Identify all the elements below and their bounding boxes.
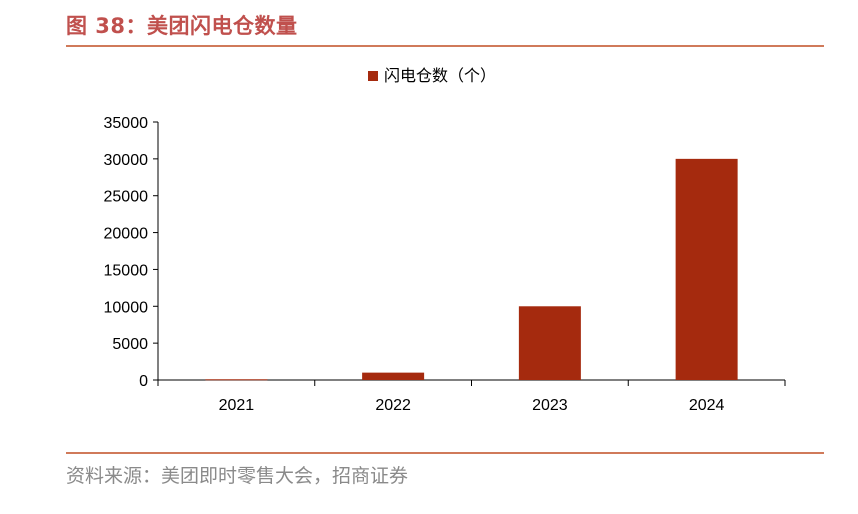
y-tick-label: 0 [139,373,148,390]
x-tick-label: 2021 [219,397,255,414]
legend-label: 闪电仓数（个） [384,67,496,85]
legend-swatch [368,71,378,81]
bar-2021 [205,379,268,381]
y-tick-label: 15000 [104,262,149,279]
bars [205,158,738,381]
y-tick-label: 10000 [104,299,149,316]
legend: 闪电仓数（个） [368,67,496,85]
y-tick-label: 25000 [104,189,149,206]
y-tick-label: 35000 [104,115,149,132]
bar-2022 [362,372,425,380]
y-axis: 0 5000 10000 15000 20000 25000 30000 35000 [104,115,159,390]
y-tick-label: 5000 [112,336,148,353]
x-tick-label: 2023 [532,397,568,414]
x-axis: 2021 2022 2023 2024 [157,379,786,414]
y-tick-label: 30000 [104,152,149,169]
x-tick-label: 2022 [375,397,411,414]
source-note: 资料来源：美团即时零售大会，招商证券 [66,465,409,487]
title-divider [66,45,824,47]
bar-chart: 闪电仓数（个） 0 5000 10000 15000 20000 25000 30000 35… [104,67,786,414]
bar-2023 [518,306,581,380]
y-tick-label: 20000 [104,226,149,243]
bar-2024 [675,158,738,380]
figure-title: 图 38：美团闪电仓数量 [66,14,298,38]
footer-divider [66,452,824,454]
x-tick-label: 2024 [689,397,725,414]
